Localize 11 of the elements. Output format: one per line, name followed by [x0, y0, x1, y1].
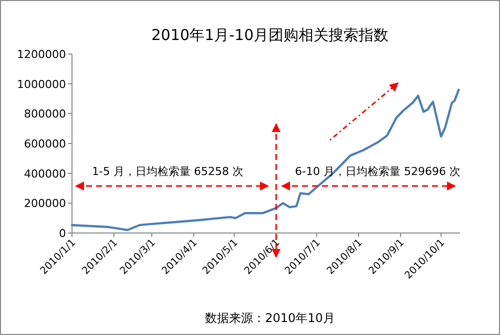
y-tick-label: 800000 [24, 108, 66, 121]
y-tick-label: 1200000 [17, 48, 66, 61]
y-tick-label: 400000 [24, 167, 66, 180]
annotation: 6-10 月，日均检索量 529696 次 [295, 165, 460, 178]
chart-title: 2010年1月-10月团购相关搜索指数 [151, 26, 389, 44]
y-tick-label: 600000 [24, 138, 66, 150]
source-note: 数据来源：2010年10月 [205, 311, 335, 325]
y-tick-label: 200000 [24, 197, 66, 210]
y-tick-label: 1000000 [17, 78, 66, 91]
y-tick-label: 0 [59, 227, 66, 240]
annotation: 1-5 月，日均检索量 65258 次 [92, 165, 244, 178]
